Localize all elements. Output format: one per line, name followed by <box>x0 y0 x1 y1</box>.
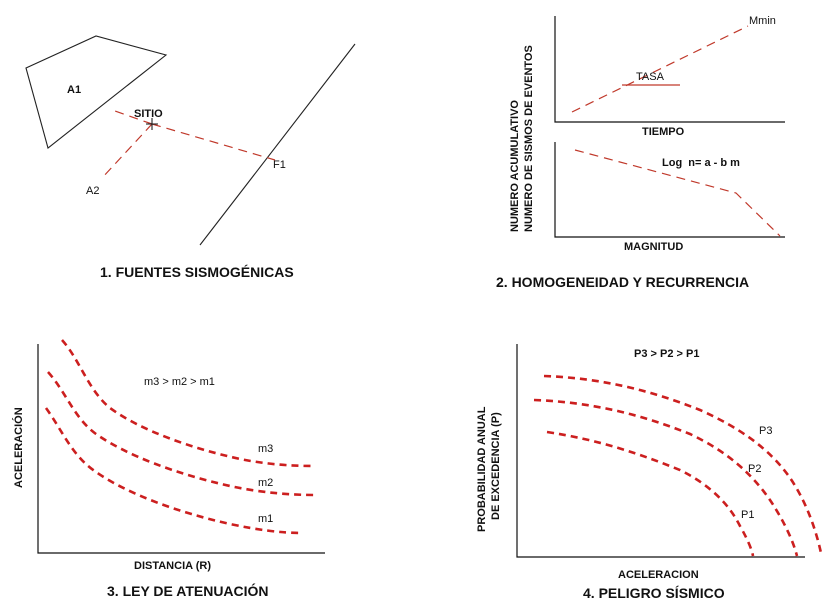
label-p1: P1 <box>741 509 754 521</box>
axes-peligro <box>516 344 805 558</box>
ylabel-excedencia: DE EXCEDENCIA (P) <box>490 412 502 520</box>
xlabel-magnitud: MAGNITUD <box>624 241 683 253</box>
axes-atenuacion <box>37 344 325 554</box>
distance-line-site-a1 <box>111 109 153 125</box>
distance-line-site-a2 <box>101 123 153 179</box>
label-p3: P3 <box>759 425 772 437</box>
xlabel-tiempo: TIEMPO <box>642 126 685 138</box>
label-m1: m1 <box>258 513 273 525</box>
fault-line-f1 <box>199 43 356 246</box>
label-m3: m3 <box>258 443 273 455</box>
ylabel-numero-sismos: NUMERO DE SISMOS DE EVENTOS <box>523 45 535 232</box>
attenuation-curve-m3 <box>61 339 316 468</box>
label-sitio: SITIO <box>134 108 163 120</box>
label-tasa: TASA <box>636 71 665 83</box>
panel-peligro-sismico: P3 P2 P1 P3 > P2 > P1 PROBABILIDAD ANUAL… <box>476 344 823 601</box>
recurrence-curve <box>574 149 781 237</box>
label-a2: A2 <box>86 185 99 197</box>
caption-panel-1: 1. FUENTES SISMOGÉNICAS <box>100 264 294 280</box>
xlabel-distancia: DISTANCIA (R) <box>134 560 211 572</box>
ylabel-numero-acumulativo: NUMERO ACUMULATIVO <box>509 100 521 232</box>
label-mmin: Mmin <box>749 15 776 27</box>
ylabel-aceleracion: ACELERACIÓN <box>12 407 25 488</box>
relation-p: P3 > P2 > P1 <box>634 348 699 360</box>
distance-line-site-f1 <box>151 123 276 161</box>
ylabel-probabilidad: PROBABILIDAD ANUAL <box>476 406 488 532</box>
hazard-curve-p1 <box>546 430 755 557</box>
label-a1: A1 <box>67 84 81 96</box>
relation-m: m3 > m2 > m1 <box>144 376 215 388</box>
caption-panel-3: 3. LEY DE ATENUACIÓN <box>107 582 269 599</box>
label-f1: F1 <box>273 159 286 171</box>
area-source-a1 <box>25 35 168 149</box>
attenuation-curve-m2 <box>47 371 317 497</box>
label-p2: P2 <box>748 463 761 475</box>
axes-magnitud <box>554 142 785 238</box>
xlabel-aceleracion: ACELERACION <box>618 569 699 581</box>
attenuation-curve-m1 <box>44 407 303 535</box>
hazard-curve-p2 <box>533 398 799 557</box>
axes-tiempo <box>554 16 785 123</box>
panel-fuentes-sismogenicas: A1 F1 SITIO A2 1. FUENTES SISMOGÉNICAS <box>25 35 356 280</box>
equation-gutenberg-richter: Log n= a - b m <box>662 157 740 169</box>
panel-ley-atenuacion: m3 m2 m1 m3 > m2 > m1 ACELERACIÓN DISTAN… <box>12 339 325 599</box>
caption-panel-2: 2. HOMOGENEIDAD Y RECURRENCIA <box>496 274 749 290</box>
caption-panel-4: 4. PELIGRO SÍSMICO <box>583 585 725 601</box>
cumulative-line <box>571 25 749 113</box>
label-m2: m2 <box>258 477 273 489</box>
panel-homogeneidad-recurrencia: TASA Mmin TIEMPO Log n= a - b m MAGNITUD… <box>496 15 785 290</box>
hazard-curve-p3 <box>543 374 823 554</box>
